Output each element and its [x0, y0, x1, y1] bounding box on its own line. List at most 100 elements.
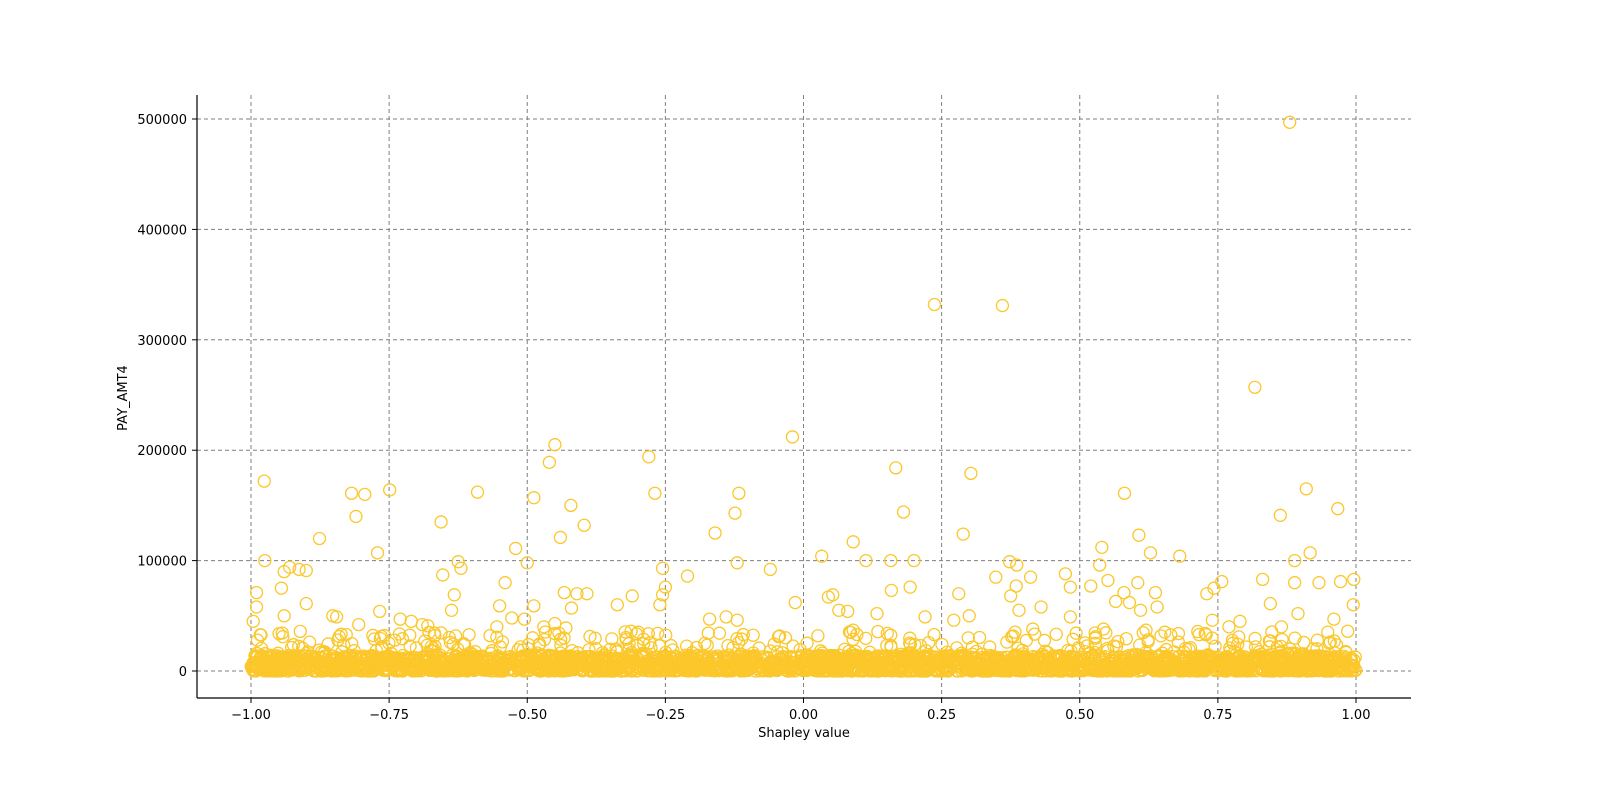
outlier-point [719, 610, 733, 624]
outlier-point [708, 526, 722, 540]
x-axis-ticks: −1.00 −0.75 −0.50 −0.25 0.00 0.25 0.50 0.75 1.00 [231, 698, 1370, 723]
outlier-point [884, 583, 898, 598]
outlier-point [383, 483, 397, 497]
outlier-point [1101, 573, 1115, 588]
outlier-point [299, 597, 313, 611]
outlier-point [580, 587, 594, 601]
outlier-point [1026, 622, 1040, 636]
outlier-point [821, 590, 836, 604]
y-tick-label: 300000 [137, 334, 187, 349]
outlier-point [542, 455, 556, 469]
outlier-point [1117, 585, 1131, 600]
outlier-point [625, 589, 639, 603]
outlier-point [1255, 572, 1270, 587]
outlier-point [788, 595, 802, 610]
outlier-point [655, 588, 670, 602]
outlier-point [653, 598, 667, 612]
outlier-point [570, 587, 584, 601]
outlier-point [1133, 603, 1148, 617]
outlier-point [257, 474, 271, 488]
outlier-point [1303, 546, 1317, 560]
outlier-point [907, 553, 921, 568]
outlier-point [680, 569, 695, 583]
outlier-point [1200, 587, 1214, 601]
outlier-point [1222, 620, 1236, 634]
outlier-point [728, 506, 742, 520]
outlier-point [1092, 558, 1107, 572]
outlier-point [927, 297, 942, 312]
outlier-point [763, 562, 777, 577]
outlier-point [918, 610, 932, 624]
outlier-point [421, 619, 435, 633]
outlier-point [249, 600, 264, 614]
outlier-point [537, 620, 551, 634]
outlier-point [952, 587, 966, 601]
outlier-point [1132, 528, 1146, 542]
outlier-point [1095, 540, 1109, 555]
outlier-point [344, 486, 359, 500]
outlier-point [520, 556, 534, 570]
outlier-point [505, 611, 519, 625]
outlier-point [358, 487, 372, 502]
outlier-point [393, 612, 407, 626]
outlier-point [527, 599, 541, 613]
outlier-point [349, 509, 363, 524]
outlier-point [658, 580, 673, 594]
y-axis-ticks: 0 100000 200000 300000 400000 500000 [137, 113, 197, 680]
outlier-point [989, 570, 1003, 584]
outlier-point [1346, 598, 1360, 612]
outlier-point [702, 612, 717, 626]
outlier-point [841, 604, 855, 619]
x-tick-label: −0.75 [369, 708, 409, 723]
y-tick-label: 400000 [137, 223, 187, 238]
outlier-point [1002, 555, 1017, 569]
outlier-point [312, 531, 327, 546]
outlier-point [1205, 613, 1219, 627]
outlier-point [274, 581, 289, 595]
outlier-point [498, 576, 512, 590]
outlier-point [648, 486, 662, 500]
outlier-point [1010, 558, 1024, 572]
outlier-point [246, 614, 260, 628]
outlier-point [1109, 594, 1123, 609]
outlier-point [1273, 508, 1287, 522]
outlier-point [1331, 502, 1345, 516]
outlier-point [1063, 610, 1078, 624]
outlier-point [730, 556, 744, 570]
outlier-point [655, 561, 670, 575]
outlier-point [277, 609, 291, 623]
outlier-point [1148, 585, 1163, 600]
y-tick-label: 0 [179, 665, 187, 680]
outlier-point [508, 541, 523, 556]
data-points [244, 115, 1363, 678]
outlier-point [404, 614, 418, 628]
outlier-point [1312, 576, 1326, 590]
outlier-point [1084, 579, 1098, 593]
outlier-point [859, 553, 873, 568]
outlier-point [434, 515, 448, 529]
outlier-point [559, 621, 573, 635]
x-axis-label: Shapley value [758, 726, 850, 741]
outlier-point [956, 527, 970, 541]
outlier-point [577, 518, 591, 532]
x-tick-label: 0.25 [927, 708, 956, 723]
outlier-point [995, 298, 1010, 313]
x-tick-label: −0.25 [645, 708, 685, 723]
outlier-point [1009, 579, 1023, 593]
outlier-point [1122, 595, 1137, 610]
y-tick-label: 500000 [137, 113, 187, 128]
outlier-point [1233, 614, 1247, 628]
outlier-point [1263, 597, 1278, 611]
outlier-point [1299, 482, 1313, 496]
outlier-point [903, 580, 917, 594]
outlier-point [846, 535, 860, 549]
outlier-point [415, 617, 429, 632]
x-tick-label: −0.50 [507, 708, 547, 723]
outlier-point [1131, 576, 1145, 590]
outlier-point [1288, 553, 1302, 568]
outlier-point [1333, 574, 1348, 589]
outlier-point [1143, 546, 1158, 560]
outlier-point [896, 505, 911, 519]
outlier-point [730, 613, 744, 627]
outlier-point [527, 491, 541, 505]
